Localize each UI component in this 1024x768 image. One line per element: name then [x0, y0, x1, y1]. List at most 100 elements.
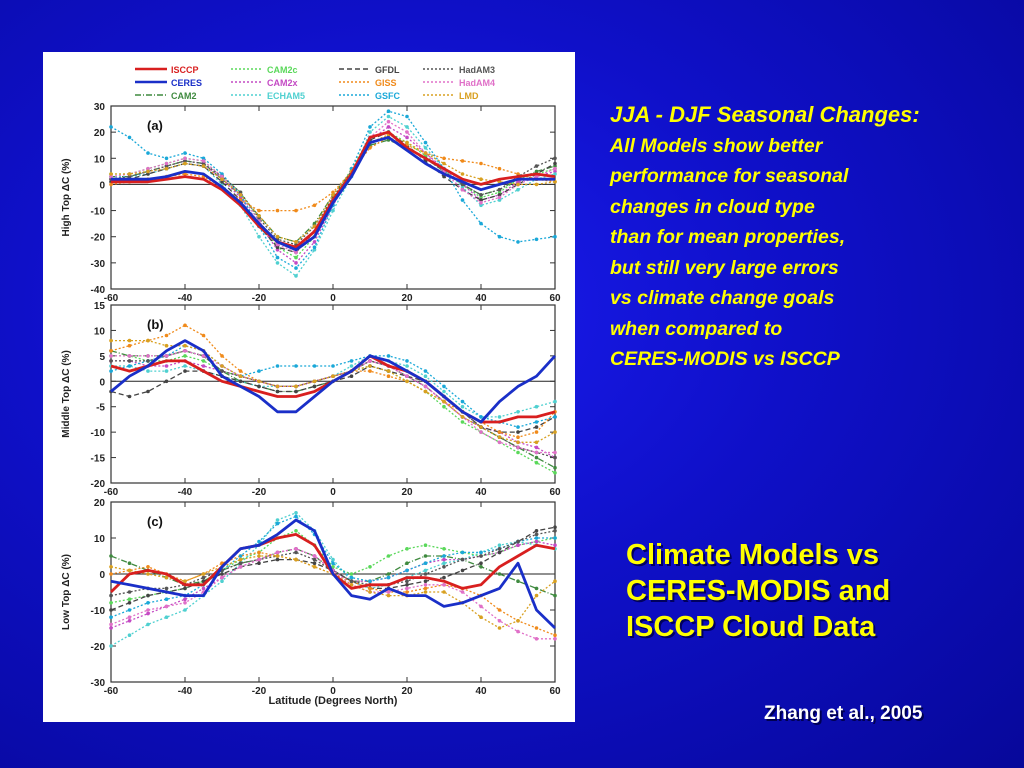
- y-tick-label: -10: [91, 428, 106, 439]
- series-point: [460, 187, 465, 192]
- notes-heading: JJA - DJF Seasonal Changes:: [610, 102, 920, 127]
- series-point: [146, 359, 150, 363]
- series-point: [553, 156, 557, 161]
- chart-figure: ISCCP CERES CAM2 CAM2c CAM2x ECHAM5 GFDL GISS GS…: [61, 65, 561, 707]
- series-point: [368, 579, 372, 583]
- series-point: [442, 399, 446, 404]
- series-point: [460, 568, 465, 573]
- notes-line: changes in cloud type: [610, 195, 815, 218]
- series-point: [183, 151, 187, 155]
- series-point: [275, 518, 280, 522]
- series-point: [405, 579, 409, 583]
- y-tick-label: -40: [91, 285, 106, 296]
- series-point: [201, 161, 206, 166]
- series-point: [534, 169, 539, 174]
- y-tick-label: 0: [99, 570, 105, 581]
- series-point: [146, 608, 150, 612]
- panel-label: (b): [147, 317, 164, 332]
- series-point: [479, 415, 483, 419]
- series-point: [201, 364, 206, 368]
- series-point: [497, 619, 502, 623]
- series-point: [386, 114, 391, 119]
- series-point: [109, 338, 113, 343]
- series-point: [497, 543, 502, 547]
- series-point: [553, 637, 557, 641]
- series-point: [479, 615, 483, 619]
- y-tick-label: 0: [99, 377, 105, 388]
- series-line: [111, 136, 555, 252]
- series-point: [238, 565, 243, 569]
- series-point: [553, 593, 557, 598]
- series-point: [109, 359, 113, 363]
- notes-text-block: JJA - DJF Seasonal Changes: All Models s…: [610, 100, 1020, 375]
- series-point: [368, 590, 372, 594]
- series-point: [349, 575, 354, 580]
- series-point: [238, 379, 243, 384]
- series-point: [294, 274, 298, 278]
- series-point: [146, 169, 150, 174]
- y-tick-label: 10: [94, 534, 106, 545]
- series-point: [183, 579, 187, 583]
- series-point: [127, 359, 132, 363]
- series-point: [479, 200, 483, 205]
- y-tick-label: -10: [91, 606, 106, 617]
- series-point: [534, 440, 539, 445]
- series-point: [294, 364, 298, 368]
- series-point: [275, 234, 280, 239]
- series-point: [349, 359, 354, 363]
- notes-line: All Models show better: [610, 134, 823, 157]
- series-point: [423, 583, 428, 587]
- legend-label: ISCCP: [171, 65, 199, 75]
- series-point: [442, 389, 446, 394]
- series-point: [553, 471, 557, 475]
- series-point: [201, 164, 206, 168]
- series-point: [312, 554, 317, 558]
- series-point: [312, 245, 317, 249]
- series-point: [331, 208, 335, 213]
- series-point: [164, 615, 169, 619]
- series-point: [238, 557, 243, 562]
- series-point: [201, 586, 206, 591]
- series-point: [516, 410, 520, 414]
- series-point: [183, 597, 187, 601]
- series-point: [479, 565, 483, 569]
- x-tick-label: -20: [252, 686, 267, 697]
- series-point: [405, 364, 409, 368]
- series-point: [127, 174, 132, 179]
- legend-label: GFDL: [375, 65, 400, 75]
- series-point: [164, 597, 169, 601]
- series-point: [534, 182, 539, 187]
- series-point: [127, 354, 132, 358]
- series-point: [442, 404, 446, 409]
- series-point: [516, 619, 520, 623]
- x-tick-label: 20: [401, 293, 413, 304]
- series-point: [553, 633, 557, 637]
- x-tick-label: -60: [104, 293, 119, 304]
- notes-line: but still very large errors: [610, 256, 839, 279]
- series-point: [534, 450, 539, 455]
- series-point: [312, 203, 317, 208]
- x-axis-label: Latitude (Degrees North): [269, 695, 398, 707]
- series-point: [183, 354, 187, 358]
- series-point: [201, 359, 206, 363]
- legend-label: ECHAM5: [267, 91, 305, 101]
- series-point: [294, 261, 298, 265]
- series-point: [146, 389, 150, 394]
- series-point: [109, 593, 113, 598]
- series-point: [423, 554, 428, 558]
- series-point: [146, 593, 150, 598]
- series-point: [349, 374, 354, 379]
- series-point: [534, 626, 539, 630]
- series-point: [534, 237, 539, 242]
- series-point: [294, 240, 298, 244]
- series-point: [405, 568, 409, 573]
- series-point: [460, 172, 465, 176]
- series-point: [275, 255, 280, 260]
- legend-label: GISS: [375, 78, 397, 88]
- series-point: [534, 536, 539, 540]
- panel-label: (a): [147, 118, 163, 133]
- series-point: [516, 543, 520, 547]
- series-point: [516, 430, 520, 434]
- series-point: [294, 266, 298, 270]
